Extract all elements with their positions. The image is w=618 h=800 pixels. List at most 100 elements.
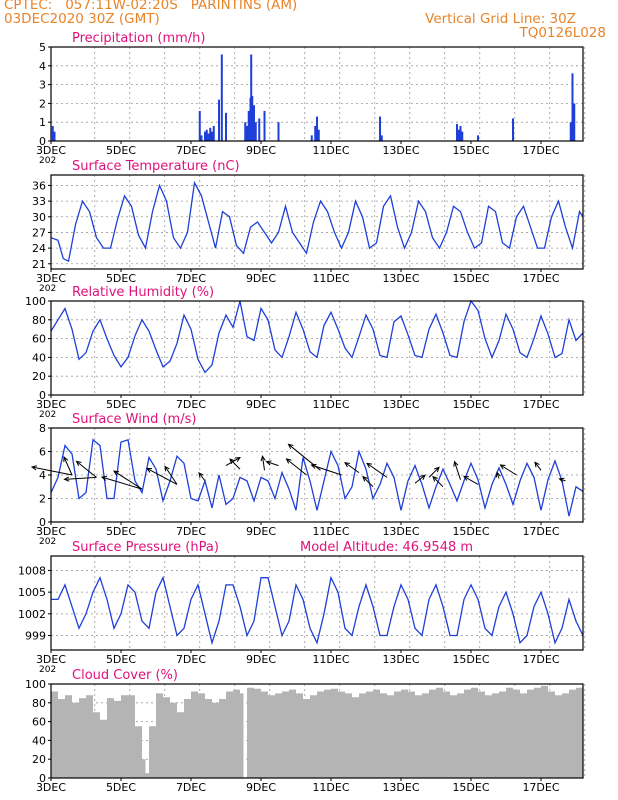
precip-bar bbox=[477, 135, 479, 141]
wind-arrow bbox=[428, 466, 440, 478]
wind-arrow-head bbox=[463, 475, 470, 481]
wind-arrow bbox=[266, 461, 279, 467]
panel-temp: Surface Temperature (nC) 21 24 27 30 33 36 3DEC… bbox=[32, 159, 586, 294]
precip-bar bbox=[254, 122, 257, 141]
y-tick-label: 60 bbox=[32, 716, 46, 729]
precip-bar bbox=[258, 118, 261, 141]
x-tick-label: 5DEC bbox=[106, 653, 136, 666]
y-tick-label: 1002 bbox=[18, 608, 46, 621]
wind-arrow-head bbox=[198, 471, 204, 478]
precip-bar bbox=[263, 110, 266, 141]
wind-arrow-head bbox=[285, 458, 292, 464]
x-tick-label: 9DEC bbox=[246, 398, 276, 411]
y-tick-label: 1005 bbox=[18, 586, 46, 599]
precip-bar bbox=[207, 133, 210, 141]
x-tick-label: 11DEC bbox=[312, 144, 349, 157]
wind-arrow-head bbox=[30, 465, 37, 471]
panel-title: Surface Wind (m/s) bbox=[72, 412, 196, 427]
wind-arrow bbox=[286, 458, 307, 476]
wind-arrow-head bbox=[310, 463, 317, 469]
x-tick-label: 3DEC bbox=[36, 398, 66, 411]
y-tick-label: 21 bbox=[32, 258, 46, 271]
wind-arrow bbox=[113, 470, 143, 490]
x-tick-label: 7DEC bbox=[176, 272, 206, 285]
wind-arrow-head bbox=[63, 455, 69, 463]
y-tick-label: 2 bbox=[39, 493, 46, 506]
x-tick-label: 11DEC bbox=[312, 398, 349, 411]
wind-arrow bbox=[31, 466, 73, 476]
y-tick-label: 33 bbox=[32, 195, 46, 208]
wind-arrow bbox=[101, 476, 143, 490]
x-tick-label: 15DEC bbox=[452, 781, 489, 794]
precip-bar bbox=[212, 125, 215, 141]
panel-wind: Surface Wind (m/s) 0 2 4 6 8 3DEC 5DEC 7DEC 9DEC 1… bbox=[30, 412, 586, 547]
precip-bar bbox=[317, 129, 320, 141]
y-tick-label: 999 bbox=[25, 630, 46, 643]
wind-arrow-head bbox=[164, 465, 170, 472]
wind-arrow bbox=[229, 458, 241, 470]
precip-bar bbox=[380, 135, 383, 141]
x-tick-label: 9DEC bbox=[246, 525, 276, 538]
x-tick-label: 13DEC bbox=[382, 781, 419, 794]
wind-arrow-head bbox=[432, 475, 438, 482]
wind-arrow bbox=[432, 476, 444, 488]
panel-title: Surface Temperature (nC) bbox=[72, 159, 240, 174]
x-tick-label: 5DEC bbox=[106, 144, 136, 157]
x-tick-label: 13DEC bbox=[382, 525, 419, 538]
y-tick-label: 3 bbox=[39, 79, 46, 92]
wind-arrow bbox=[500, 464, 517, 476]
wind-arrow bbox=[63, 456, 73, 476]
x-tick-label: 9DEC bbox=[246, 653, 276, 666]
precip-bar bbox=[220, 54, 223, 141]
precip-bar bbox=[253, 105, 255, 141]
wind-arrow-head bbox=[75, 460, 82, 467]
precip-bar bbox=[244, 122, 247, 141]
precip-bar bbox=[204, 131, 206, 141]
wind-arrow bbox=[534, 461, 542, 471]
precip-bar bbox=[310, 135, 313, 141]
year-fragment: 202 bbox=[39, 284, 56, 294]
wind-arrow bbox=[76, 460, 97, 478]
y-tick-label: 4 bbox=[39, 469, 46, 482]
x-tick-label: 13DEC bbox=[382, 398, 419, 411]
wind-arrow bbox=[146, 467, 178, 485]
precip-bar bbox=[53, 131, 56, 141]
wind-arrow-head bbox=[265, 460, 272, 466]
precip-bar bbox=[198, 110, 201, 141]
wind-arrow-head bbox=[495, 471, 501, 478]
x-tick-label: 15DEC bbox=[452, 525, 489, 538]
precip-bar bbox=[569, 122, 572, 141]
precip-bar bbox=[205, 129, 208, 141]
wind-arrow bbox=[454, 461, 461, 480]
y-tick-label: 100 bbox=[25, 295, 46, 308]
wind-arrow bbox=[262, 456, 265, 471]
panel-title: Precipitation (mm/h) bbox=[72, 31, 205, 46]
header-location: CPTEC: 057:11W-02:20S PARINTINS (AM) bbox=[4, 0, 298, 13]
y-tick-label: 27 bbox=[32, 226, 46, 239]
panel-title: Relative Humidity (%) bbox=[72, 285, 214, 300]
x-tick-label: 11DEC bbox=[312, 653, 349, 666]
x-tick-label: 7DEC bbox=[176, 653, 206, 666]
x-tick-label: 3DEC bbox=[36, 781, 66, 794]
wind-arrow-head bbox=[145, 467, 153, 473]
x-tick-label: 15DEC bbox=[452, 144, 489, 157]
precip-bar bbox=[250, 54, 253, 141]
precip-bar bbox=[457, 129, 460, 141]
header-date: 03DEC2020 30Z (GMT) bbox=[4, 11, 160, 27]
precip-bar bbox=[209, 127, 212, 141]
panel-frame bbox=[50, 174, 584, 270]
wind-arrow bbox=[414, 474, 426, 484]
wind-arrow bbox=[463, 475, 479, 485]
panel-frame bbox=[50, 683, 584, 779]
x-tick-label: 5DEC bbox=[106, 272, 136, 285]
precip-bar bbox=[200, 135, 203, 141]
header-grid-line: Vertical Grid Line: 30Z bbox=[425, 11, 576, 27]
y-tick-label: 80 bbox=[32, 697, 46, 710]
wind-arrow-head bbox=[229, 458, 235, 465]
precip-bar bbox=[459, 125, 462, 141]
panel-frame bbox=[50, 555, 584, 651]
y-tick-label: 0 bbox=[39, 772, 46, 785]
precip-bar bbox=[316, 116, 318, 141]
wind-arrow bbox=[362, 476, 374, 488]
